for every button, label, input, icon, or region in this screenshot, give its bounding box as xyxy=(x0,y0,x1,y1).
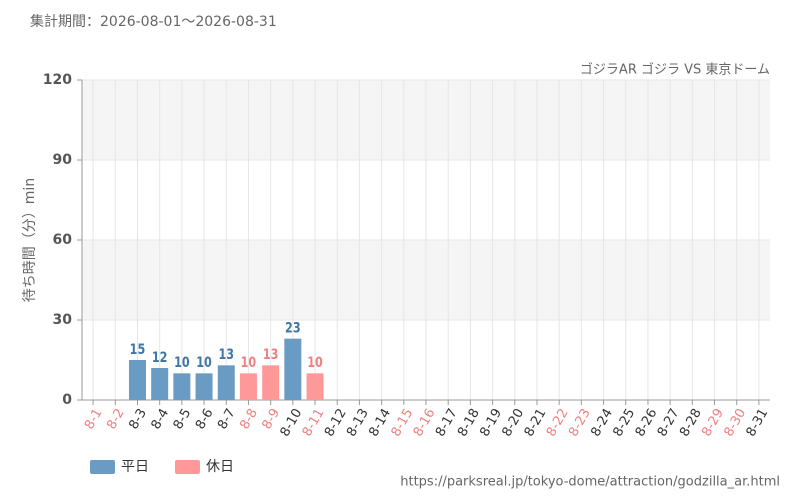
legend-label: 休日 xyxy=(206,459,234,475)
x-tick-label: 8-17 xyxy=(433,406,461,439)
x-tick-label: 8-19 xyxy=(477,406,505,439)
x-tick-label: 8-10 xyxy=(278,406,306,439)
x-tick-label: 8-5 xyxy=(171,406,195,432)
x-tick-label: 8-2 xyxy=(104,406,128,432)
x-tick-label: 8-6 xyxy=(193,406,217,432)
x-tick-label: 8-29 xyxy=(699,406,727,439)
x-tick-label: 8-13 xyxy=(344,406,372,439)
x-tick-label: 8-21 xyxy=(522,406,550,439)
legend-swatch xyxy=(175,460,200,474)
chart-title: 集計期間：2026-08-01～2026-08-31 xyxy=(30,13,277,30)
x-tick-label: 8-23 xyxy=(566,406,594,439)
y-tick-label: 0 xyxy=(62,392,72,408)
x-tick-label: 8-14 xyxy=(366,406,394,439)
bar xyxy=(173,373,191,400)
x-tick-label: 8-1 xyxy=(82,406,106,432)
x-tick-label: 8-7 xyxy=(215,406,239,432)
bar xyxy=(195,373,213,400)
x-tick-label: 8-11 xyxy=(300,406,328,439)
value-label: 10 xyxy=(196,354,212,371)
legend-swatch xyxy=(90,460,115,474)
value-label: 13 xyxy=(263,346,279,363)
y-axis-label: 待ち時間（分）min xyxy=(22,178,38,302)
x-tick-label: 8-12 xyxy=(322,406,350,439)
value-label: 10 xyxy=(307,354,323,371)
value-label: 15 xyxy=(130,341,146,358)
chart-subtitle: ゴジラAR ゴジラ VS 東京ドーム xyxy=(580,62,770,78)
x-tick-label: 8-15 xyxy=(389,406,417,439)
x-tick-label: 8-22 xyxy=(544,406,572,439)
x-tick-label: 8-24 xyxy=(588,406,616,439)
bar xyxy=(306,373,324,400)
bar xyxy=(284,338,302,400)
x-tick-label: 8-31 xyxy=(744,406,772,439)
bar xyxy=(217,365,235,400)
x-tick-label: 8-26 xyxy=(633,406,661,439)
x-tick-label: 8-20 xyxy=(500,406,528,439)
y-tick-label: 60 xyxy=(53,232,73,248)
value-label: 10 xyxy=(174,354,190,371)
x-tick-label: 8-30 xyxy=(721,406,749,439)
x-tick-label: 8-28 xyxy=(677,406,705,439)
x-tick-label: 8-27 xyxy=(655,406,683,439)
bar xyxy=(128,360,146,400)
x-tick-label: 8-18 xyxy=(455,406,483,439)
source-url: https://parksreal.jp/tokyo-dome/attracti… xyxy=(400,475,780,490)
y-tick-label: 120 xyxy=(43,72,72,88)
bar xyxy=(239,373,257,400)
y-tick-label: 30 xyxy=(53,312,73,328)
x-tick-label: 8-16 xyxy=(411,406,439,439)
x-tick-label: 8-4 xyxy=(149,406,173,432)
value-label: 23 xyxy=(285,319,301,336)
legend-label: 平日 xyxy=(121,459,149,475)
x-tick-label: 8-25 xyxy=(610,406,638,439)
x-tick-label: 8-3 xyxy=(126,406,150,432)
bar xyxy=(151,368,169,400)
x-tick-label: 8-8 xyxy=(237,406,261,432)
value-label: 12 xyxy=(152,349,168,366)
y-tick-label: 90 xyxy=(53,152,73,168)
value-label: 10 xyxy=(241,354,257,371)
value-label: 13 xyxy=(218,346,234,363)
bar xyxy=(262,365,280,400)
